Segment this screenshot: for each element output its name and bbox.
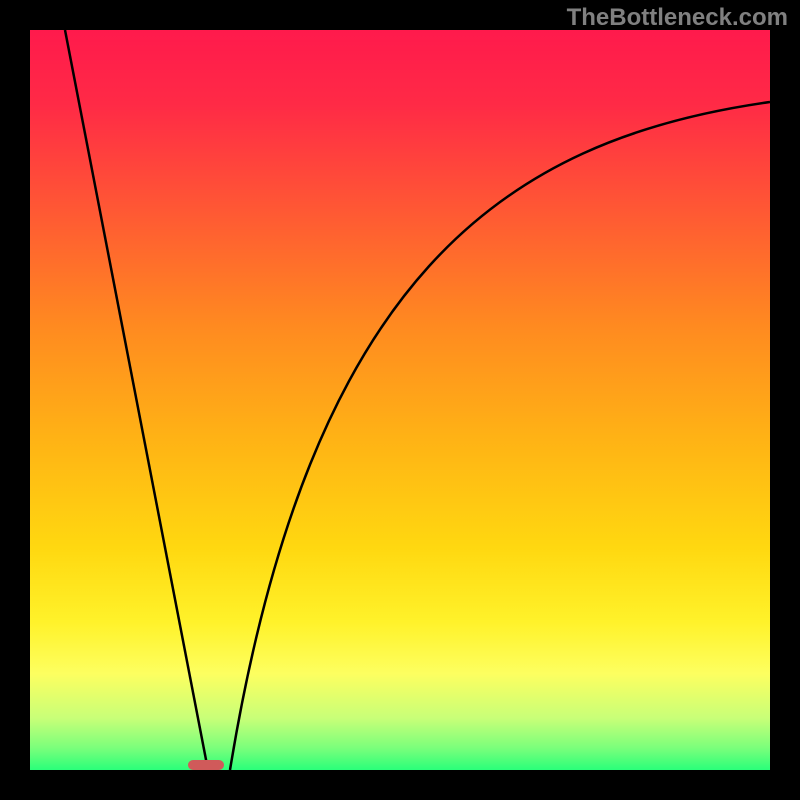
gradient-background (30, 30, 770, 770)
chart-container: TheBottleneck.com (0, 0, 800, 800)
plot-area (30, 30, 770, 770)
watermark-text: TheBottleneck.com (567, 4, 788, 32)
highlight-marker (188, 760, 224, 770)
